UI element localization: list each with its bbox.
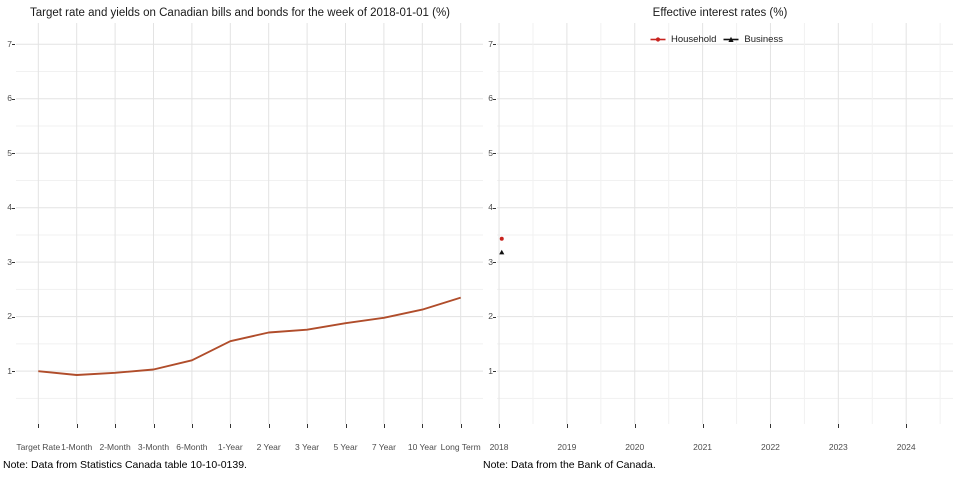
x-tick-mark: [566, 424, 568, 428]
y-tick-label: 6: [7, 93, 12, 104]
y-tick-label: 5: [488, 147, 493, 158]
x-tick-mark: [38, 424, 40, 428]
y-tick-label: 2: [488, 311, 493, 322]
y-tick-mark: [493, 98, 496, 100]
y-tick-mark: [12, 207, 15, 209]
y-tick-mark: [493, 316, 496, 318]
y-tick-label: 1: [488, 365, 493, 376]
plot-svg: [497, 23, 953, 424]
x-tick-label: 2-Month: [99, 442, 131, 452]
y-tick-label: 4: [488, 202, 493, 213]
x-tick-mark: [268, 424, 270, 428]
y-tick-mark: [493, 371, 496, 373]
y-tick-mark: [12, 316, 15, 318]
effective-rates-plot-area: [497, 23, 953, 424]
x-tick-mark: [770, 424, 772, 428]
y-tick-label: 4: [7, 202, 12, 213]
business-point: [499, 249, 505, 255]
x-tick-mark: [906, 424, 908, 428]
x-tick-mark: [838, 424, 840, 428]
x-tick-label: 2023: [828, 442, 848, 452]
yield-curve-plot-area: [16, 23, 483, 424]
y-tick-label: 6: [488, 93, 493, 104]
x-tick-mark: [499, 424, 501, 428]
x-tick-mark: [153, 424, 155, 428]
x-tick-label: 2020: [625, 442, 645, 452]
x-tick-label: 7 Year: [371, 442, 396, 452]
y-tick-label: 3: [7, 256, 12, 267]
household-point: [499, 236, 504, 241]
x-tick-label: 3 Year: [295, 442, 320, 452]
x-tick-label: Target Rate: [16, 442, 61, 452]
y-tick-label: 5: [7, 147, 12, 158]
y-tick-mark: [12, 262, 15, 264]
y-tick-mark: [12, 153, 15, 155]
y-tick-label: 7: [7, 38, 12, 49]
y-tick-mark: [493, 262, 496, 264]
legend-item-household: Household: [650, 34, 716, 45]
x-tick-label: 2022: [760, 442, 780, 452]
y-tick-mark: [12, 44, 15, 46]
y-tick-mark: [493, 44, 496, 46]
household-line-dot-icon: [650, 37, 666, 42]
panel-yield-curve: Target rate and yields on Canadian bills…: [3, 7, 483, 471]
x-tick-mark: [115, 424, 117, 428]
effective-rates-title: Effective interest rates (%): [652, 7, 788, 19]
x-tick-label: 2 Year: [256, 442, 281, 452]
y-tick-label: 7: [488, 38, 493, 49]
y-tick-mark: [12, 371, 15, 373]
x-tick-mark: [345, 424, 347, 428]
y-tick-label: 1: [7, 365, 12, 376]
x-tick-label: 1-Month: [61, 442, 93, 452]
x-tick-label: 2024: [896, 442, 916, 452]
x-tick-label: Long Term: [440, 442, 481, 452]
x-tick-mark: [383, 424, 385, 428]
x-tick-label: 6-Month: [176, 442, 208, 452]
x-tick-label: 2019: [557, 442, 577, 452]
plot-svg: [16, 23, 483, 424]
x-tick-mark: [76, 424, 78, 428]
x-tick-mark: [422, 424, 424, 428]
x-tick-mark: [634, 424, 636, 428]
y-tick-label: 2: [7, 311, 12, 322]
boc-source-note: Note: Data from the Bank of Canada.: [483, 459, 656, 471]
x-tick-mark: [702, 424, 704, 428]
business-line-triangle-icon: [723, 36, 739, 42]
y-tick-mark: [493, 207, 496, 209]
x-tick-mark: [230, 424, 232, 428]
statcan-source-note: Note: Data from Statistics Canada table …: [3, 459, 247, 471]
legend-item-business: Business: [723, 34, 783, 45]
legend-label-business: Business: [744, 34, 783, 45]
x-tick-mark: [191, 424, 193, 428]
panel-effective-rates: Effective interest rates (%) Household B…: [480, 0, 960, 480]
x-tick-mark: [307, 424, 309, 428]
x-tick-label: 1-Year: [217, 442, 243, 452]
yield-curve-title: Target rate and yields on Canadian bills…: [29, 7, 450, 19]
yield-curve-line: [38, 296, 461, 376]
x-tick-label: 2018: [489, 442, 509, 452]
legend-label-household: Household: [671, 34, 717, 45]
y-tick-mark: [12, 98, 15, 100]
y-tick-mark: [493, 153, 496, 155]
x-tick-label: 2021: [693, 442, 713, 452]
x-tick-mark: [460, 424, 462, 428]
legend: Household Business: [650, 34, 783, 45]
y-tick-label: 3: [488, 256, 493, 267]
x-tick-label: 10 Year: [407, 442, 437, 452]
x-tick-label: 3-Month: [137, 442, 170, 452]
x-tick-label: 5 Year: [333, 442, 358, 452]
